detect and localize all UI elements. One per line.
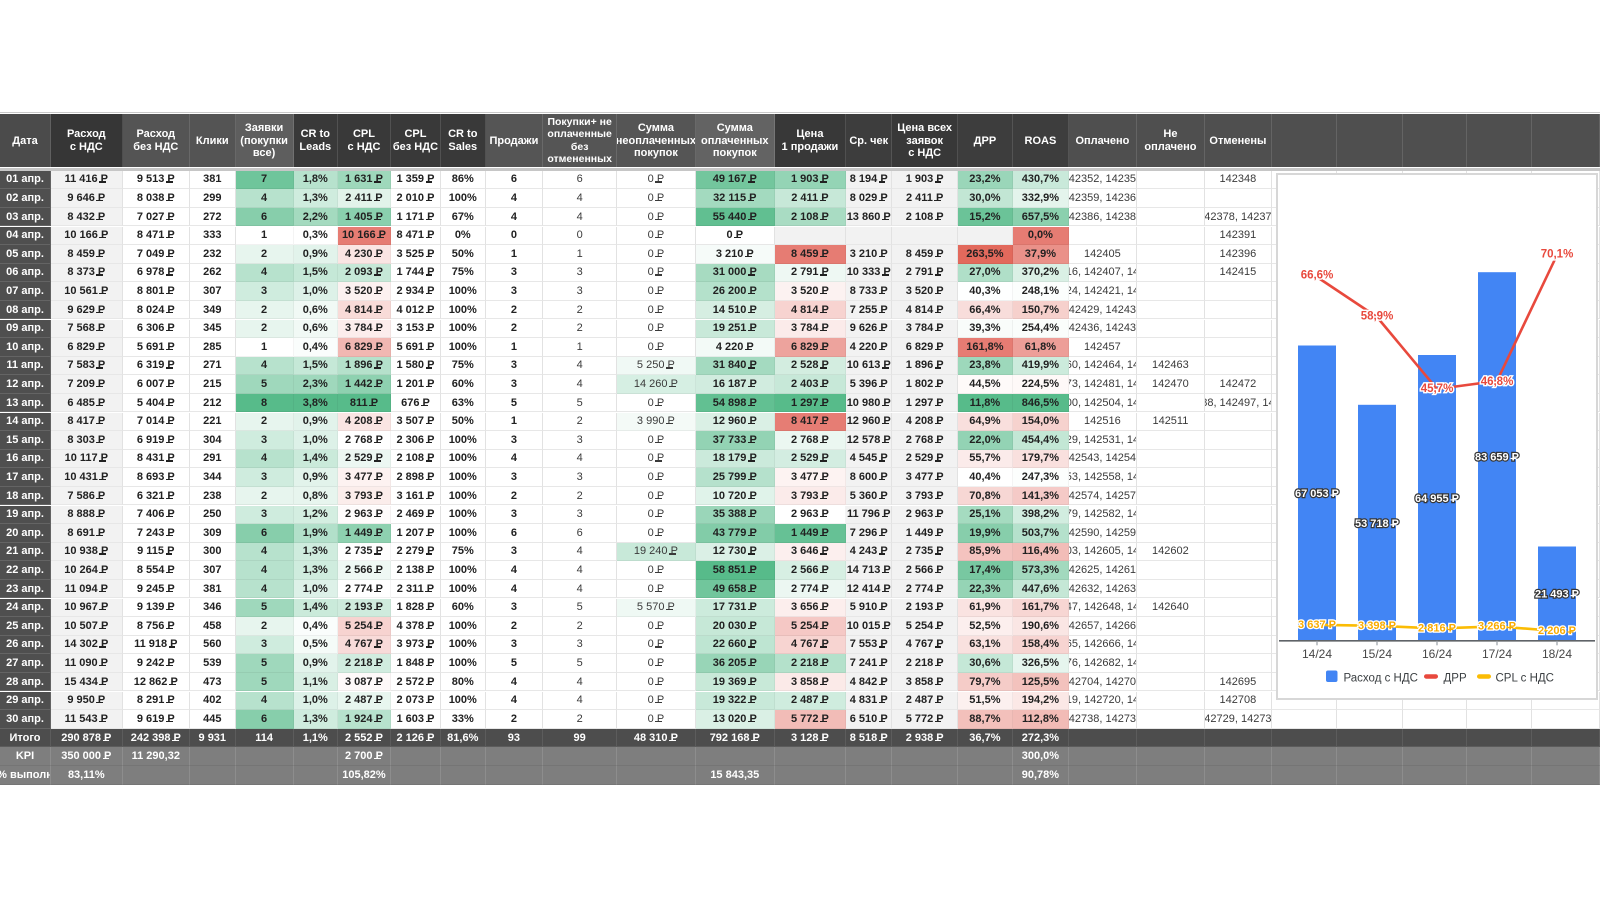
svg-text:18/24: 18/24	[1542, 647, 1572, 661]
svg-text:21 493 Р: 21 493 Р	[1535, 589, 1579, 601]
svg-text:3 266 Р: 3 266 Р	[1478, 621, 1516, 633]
svg-text:83 659 Р: 83 659 Р	[1475, 452, 1519, 464]
svg-text:45,7%: 45,7%	[1421, 383, 1454, 395]
svg-text:3 637 Р: 3 637 Р	[1298, 619, 1336, 631]
svg-text:14/24: 14/24	[1302, 647, 1332, 661]
svg-text:2 206 Р: 2 206 Р	[1538, 625, 1576, 637]
svg-text:3 398 Р: 3 398 Р	[1358, 620, 1396, 632]
svg-text:16/24: 16/24	[1422, 647, 1452, 661]
svg-text:17/24: 17/24	[1482, 647, 1512, 661]
svg-text:46,8%: 46,8%	[1481, 376, 1514, 388]
svg-text:67 053 Р: 67 053 Р	[1295, 488, 1339, 500]
svg-text:66,6%: 66,6%	[1301, 270, 1334, 282]
svg-text:58,9%: 58,9%	[1361, 311, 1394, 323]
svg-text:64 955 Р: 64 955 Р	[1415, 493, 1459, 505]
svg-text:Расход с НДС: Расход с НДС	[1344, 672, 1418, 684]
svg-text:53 718 Р: 53 718 Р	[1355, 518, 1399, 530]
svg-text:2 816 Р: 2 816 Р	[1418, 623, 1456, 635]
svg-text:ДРР: ДРР	[1444, 672, 1467, 684]
svg-text:70,1%: 70,1%	[1541, 249, 1574, 261]
svg-text:15/24: 15/24	[1362, 647, 1392, 661]
svg-text:CPL с НДС: CPL с НДС	[1496, 672, 1554, 684]
